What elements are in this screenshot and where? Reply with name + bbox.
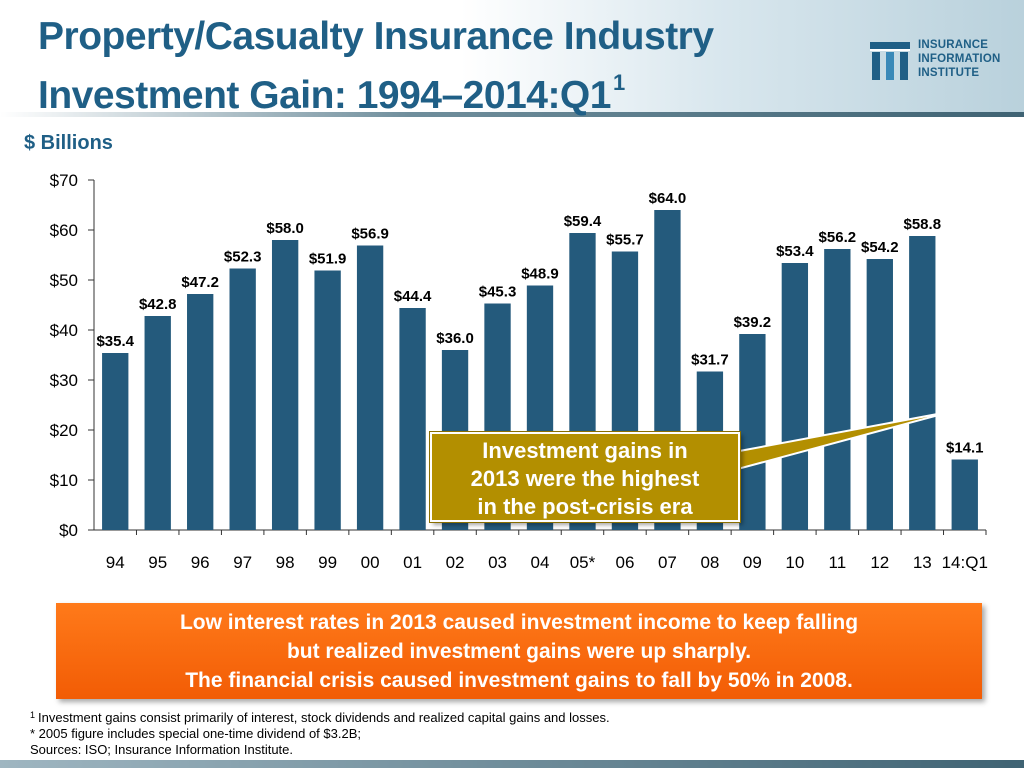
bar [739, 334, 766, 530]
logo-line-2: INFORMATION [918, 53, 1001, 65]
y-tick-label: $20 [50, 421, 78, 440]
data-label: $47.2 [181, 274, 219, 291]
data-label: $58.0 [266, 220, 304, 237]
data-label: $14.1 [946, 440, 984, 457]
data-label: $39.2 [734, 314, 772, 331]
data-label: $55.7 [606, 232, 644, 249]
x-tick-label: 04 [531, 553, 550, 572]
bar [824, 249, 851, 530]
bar [909, 236, 936, 530]
x-tick-label: 05* [570, 553, 596, 572]
iii-logo-mark-icon [870, 42, 910, 80]
x-tick-label: 97 [233, 553, 252, 572]
callout-line-3: in the post-crisis era [477, 494, 693, 519]
logo-line-3: INSTITUTE [918, 67, 980, 79]
bar [356, 245, 384, 530]
x-tick-label: 99 [318, 553, 337, 572]
x-tick-label: 98 [276, 553, 295, 572]
callout-line-1: Investment gains in [482, 438, 688, 463]
header-band [0, 0, 1024, 114]
bar [314, 270, 341, 530]
summary-banner: Low interest rates in 2013 caused invest… [56, 603, 982, 699]
title-line-2: Investment Gain: 1994–2014:Q11 [38, 60, 714, 119]
bar [102, 353, 129, 530]
banner-line-1: Low interest rates in 2013 caused invest… [179, 611, 859, 634]
data-label: $64.0 [649, 190, 687, 207]
y-tick-label: $50 [50, 271, 78, 290]
x-tick-label: 02 [446, 553, 465, 572]
data-label: $51.9 [309, 251, 347, 268]
bottom-bar [0, 760, 1024, 768]
footnote-2: * 2005 figure includes special one-time … [30, 726, 361, 741]
title-line-1: Property/Casualty Insurance Industry [38, 15, 714, 58]
header-divider [0, 112, 1024, 117]
data-label: $36.0 [436, 330, 474, 347]
x-tick-label: 07 [658, 553, 677, 572]
page-title: Property/Casualty Insurance Industry Inv… [38, 14, 714, 119]
y-tick-label: $40 [50, 321, 78, 340]
y-tick-label: $70 [50, 171, 78, 190]
x-tick-label: 13 [913, 553, 932, 572]
bar [229, 268, 256, 530]
footnotes: 1 Investment gains consist primarily of i… [30, 707, 610, 758]
data-label: $53.4 [776, 243, 814, 260]
bar [781, 263, 809, 530]
y-tick-label: $60 [50, 221, 78, 240]
bar [144, 316, 171, 530]
x-tick-label: 94 [106, 553, 125, 572]
bar [399, 308, 426, 530]
y-tick-label: $10 [50, 471, 78, 490]
x-tick-label: 06 [615, 553, 634, 572]
x-tick-label: 12 [870, 553, 889, 572]
data-label: $56.2 [819, 229, 857, 246]
callout-box: Investment gains in 2013 were the highes… [430, 432, 740, 522]
x-tick-label: 03 [488, 553, 507, 572]
y-tick-label: $30 [50, 371, 78, 390]
data-label: $56.9 [351, 226, 389, 243]
data-label: $59.4 [564, 213, 602, 230]
logo-line-1: INSURANCE [918, 39, 989, 51]
y-tick-label: $0 [59, 521, 78, 540]
bar [951, 459, 978, 530]
data-label: $54.2 [861, 239, 899, 256]
y-units-label: $ Billions [24, 132, 113, 154]
banner-line-2: but realized investment gains were up sh… [286, 640, 752, 663]
logo-text: INSURANCE INFORMATION INSTITUTE [918, 38, 1000, 80]
footnote-1-marker: 1 [30, 710, 36, 720]
data-label: $58.8 [904, 216, 942, 233]
x-tick-label: 96 [191, 553, 210, 572]
x-tick-label: 14:Q1 [942, 553, 988, 572]
banner-line-3: The financial crisis caused investment g… [185, 669, 853, 692]
iii-logo: INSURANCE INFORMATION INSTITUTE [868, 36, 1018, 88]
x-tick-label: 10 [785, 553, 804, 572]
footnote-1-text: Investment gains consist primarily of in… [38, 710, 610, 725]
data-label: $42.8 [139, 296, 177, 313]
x-tick-label: 95 [148, 553, 167, 572]
title-footnote-marker: 1 [612, 70, 625, 95]
data-label: $48.9 [521, 266, 559, 283]
x-tick-label: 11 [829, 553, 847, 572]
bar [271, 240, 299, 530]
x-tick-label: 01 [403, 553, 422, 572]
x-tick-label: 00 [361, 553, 380, 572]
data-label: $45.3 [479, 284, 517, 301]
sources-note: Sources: ISO; Insurance Information Inst… [30, 742, 294, 757]
data-label: $44.4 [394, 288, 432, 305]
data-label: $31.7 [691, 352, 729, 369]
data-label: $52.3 [224, 249, 262, 266]
title-line-2-text: Investment Gain: 1994–2014:Q1 [38, 74, 611, 117]
callout-line-2: 2013 were the highest [470, 466, 700, 491]
x-tick-label: 09 [743, 553, 762, 572]
x-tick-label: 08 [700, 553, 719, 572]
bar [866, 259, 893, 530]
data-label: $35.4 [96, 333, 134, 350]
bar [187, 294, 214, 530]
footnote-1: 1 Investment gains consist primarily of i… [30, 707, 610, 726]
